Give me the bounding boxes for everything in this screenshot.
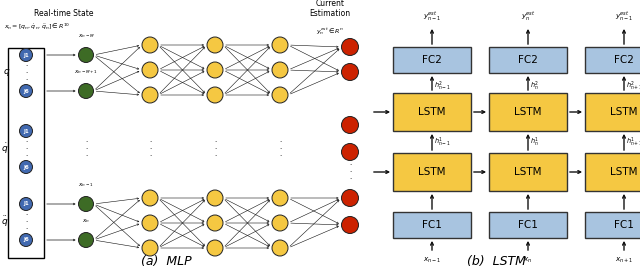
Text: (a)  MLP: (a) MLP	[141, 255, 192, 268]
Text: ·
·
·: · · ·	[149, 139, 151, 159]
Circle shape	[207, 62, 223, 78]
Text: LSTM: LSTM	[515, 167, 541, 177]
Circle shape	[142, 87, 158, 103]
Circle shape	[342, 143, 358, 160]
Circle shape	[142, 215, 158, 231]
Text: $h_n^1$: $h_n^1$	[530, 135, 539, 149]
Text: FC1: FC1	[518, 220, 538, 230]
Circle shape	[142, 37, 158, 53]
Bar	[8, 48, 44, 258]
Circle shape	[272, 190, 288, 206]
Bar	[393, 93, 471, 131]
Circle shape	[272, 215, 288, 231]
Text: $x_{n+1}$: $x_{n+1}$	[614, 255, 634, 265]
Text: Real-time State: Real-time State	[35, 9, 93, 18]
Circle shape	[342, 39, 358, 55]
Text: $h_{n-1}^1$: $h_{n-1}^1$	[434, 135, 451, 149]
Text: ·
·
·: · · ·	[349, 162, 351, 182]
Bar	[585, 153, 640, 191]
Text: $h_{n+1}^2$: $h_{n+1}^2$	[626, 79, 640, 93]
Text: FC1: FC1	[614, 220, 634, 230]
Bar	[393, 47, 471, 73]
Text: $x_{n-M}$: $x_{n-M}$	[77, 32, 94, 40]
Text: Current
Estimation: Current Estimation	[309, 0, 351, 18]
Circle shape	[79, 48, 93, 62]
Circle shape	[142, 240, 158, 256]
Circle shape	[342, 216, 358, 234]
Text: LSTM: LSTM	[419, 107, 445, 117]
Text: $\ddot{q}$: $\ddot{q}$	[1, 215, 8, 229]
Text: (b)  LSTM: (b) LSTM	[467, 255, 525, 268]
Circle shape	[342, 64, 358, 81]
Circle shape	[272, 62, 288, 78]
Circle shape	[79, 232, 93, 248]
Text: $x_{n-1}$: $x_{n-1}$	[78, 181, 93, 189]
Circle shape	[207, 240, 223, 256]
Text: $x_{n-M+1}$: $x_{n-M+1}$	[74, 68, 98, 76]
Circle shape	[79, 83, 93, 99]
Text: $x_n$: $x_n$	[524, 255, 532, 265]
Circle shape	[142, 62, 158, 78]
Text: ·
·
·: · · ·	[25, 139, 27, 159]
Text: ·
·
·: · · ·	[279, 139, 281, 159]
Text: FC2: FC2	[518, 55, 538, 65]
Text: $x_n$: $x_n$	[82, 217, 90, 225]
Text: LSTM: LSTM	[419, 167, 445, 177]
Text: ·
·
·: · · ·	[25, 63, 27, 83]
Bar	[489, 47, 567, 73]
Bar	[393, 212, 471, 238]
Circle shape	[19, 160, 33, 174]
Text: $x_{n-1}$: $x_{n-1}$	[422, 255, 442, 265]
Bar	[489, 153, 567, 191]
Circle shape	[19, 85, 33, 97]
Text: $y_n^{est}$: $y_n^{est}$	[521, 9, 535, 22]
Circle shape	[19, 234, 33, 246]
Text: $y_{n-1}^{est}$: $y_{n-1}^{est}$	[614, 9, 634, 22]
Bar	[585, 212, 640, 238]
Text: J6: J6	[23, 165, 29, 169]
Bar	[489, 212, 567, 238]
Text: FC2: FC2	[614, 55, 634, 65]
Circle shape	[207, 87, 223, 103]
Text: $\dot{q}$: $\dot{q}$	[1, 142, 8, 156]
Text: ·
·
·: · · ·	[214, 139, 216, 159]
Circle shape	[207, 215, 223, 231]
Text: FC2: FC2	[422, 55, 442, 65]
Text: ·
·
·: · · ·	[85, 139, 87, 159]
Bar	[585, 47, 640, 73]
Text: FC1: FC1	[422, 220, 442, 230]
Circle shape	[207, 190, 223, 206]
Bar	[489, 93, 567, 131]
Text: $h_n^2$: $h_n^2$	[530, 79, 539, 93]
Text: J1: J1	[23, 202, 29, 207]
Bar	[585, 93, 640, 131]
Circle shape	[342, 116, 358, 134]
Circle shape	[19, 48, 33, 62]
Text: $y_{n-1}^{est}$: $y_{n-1}^{est}$	[422, 9, 442, 22]
Circle shape	[207, 37, 223, 53]
Circle shape	[19, 125, 33, 137]
Text: J6: J6	[23, 237, 29, 242]
Circle shape	[142, 190, 158, 206]
Text: ·
·
·: · · ·	[25, 212, 27, 232]
Circle shape	[272, 37, 288, 53]
Circle shape	[19, 197, 33, 211]
Circle shape	[79, 197, 93, 211]
Text: J1: J1	[23, 53, 29, 57]
Text: J1: J1	[23, 129, 29, 134]
Text: LSTM: LSTM	[515, 107, 541, 117]
Circle shape	[272, 87, 288, 103]
Text: $x_n = [q_n, \dot{q}_n, \ddot{q}_n] \in R^{10}$: $x_n = [q_n, \dot{q}_n, \ddot{q}_n] \in …	[4, 22, 70, 32]
Bar	[393, 153, 471, 191]
Text: $h_{n+1}^1$: $h_{n+1}^1$	[626, 135, 640, 149]
Text: J6: J6	[23, 88, 29, 94]
Text: LSTM: LSTM	[611, 167, 637, 177]
Text: $h_{n-1}^2$: $h_{n-1}^2$	[434, 79, 451, 93]
Circle shape	[342, 190, 358, 207]
Circle shape	[272, 240, 288, 256]
Text: LSTM: LSTM	[611, 107, 637, 117]
Text: $q$: $q$	[3, 67, 10, 78]
Text: $y_n^{est} \in R^{n}$: $y_n^{est} \in R^{n}$	[316, 27, 344, 37]
